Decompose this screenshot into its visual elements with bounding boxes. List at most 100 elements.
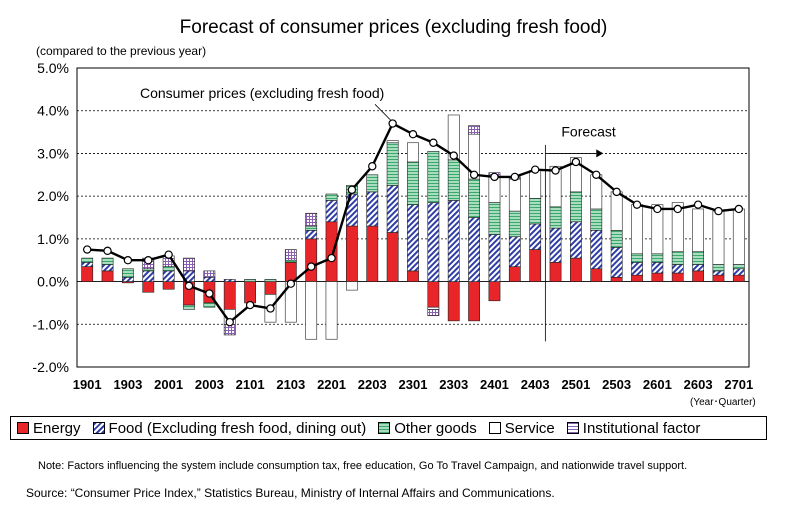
bar-energy: [305, 238, 318, 282]
legend-swatch-energy: [17, 422, 29, 434]
bar-other-goods: [447, 159, 460, 201]
line-point: [306, 262, 316, 271]
legend-label-other-goods: Other goods: [394, 419, 477, 437]
bar-energy: [346, 225, 358, 282]
line-point: [164, 250, 173, 259]
bar-food: [81, 262, 94, 267]
legend-item-institutional: Institutional factor: [566, 419, 701, 437]
bar-energy: [671, 272, 684, 282]
x-tick-label: 2603: [684, 377, 713, 392]
bar-other-goods: [529, 197, 542, 225]
plot-frame: [76, 67, 750, 368]
bar-service: [305, 281, 318, 340]
bar-food: [386, 185, 399, 233]
bar-energy: [549, 262, 562, 282]
bar-energy: [732, 274, 745, 282]
x-tick-label: 2501: [561, 377, 590, 392]
bar-service: [447, 114, 460, 161]
line-point: [551, 166, 560, 175]
bar-food: [508, 236, 521, 267]
forecast-arrow-head: [596, 149, 604, 158]
bar-energy: [142, 281, 155, 293]
bar-other-goods: [407, 161, 419, 205]
line-point: [592, 170, 601, 179]
bar-service: [692, 208, 704, 252]
line-point: [103, 246, 112, 256]
bar-food: [732, 268, 745, 276]
line-point: [673, 204, 682, 214]
line-point: [408, 130, 418, 139]
bar-service: [651, 204, 664, 255]
bar-energy: [386, 232, 399, 282]
bar-food: [610, 247, 623, 278]
legend-swatch-institutional: [566, 422, 579, 434]
y-tick-label: 3.0%: [37, 145, 69, 161]
bar-other-goods: [488, 202, 501, 235]
bar-other-goods: [142, 268, 155, 272]
bar-energy: [651, 272, 664, 282]
bar-energy: [162, 281, 175, 290]
x-tick-label: 2401: [480, 377, 509, 392]
line-point: [82, 245, 92, 254]
bar-food: [671, 264, 684, 274]
bar-other-goods: [183, 304, 195, 310]
bar-energy: [508, 266, 521, 282]
bar-energy: [284, 262, 297, 282]
bar-energy: [488, 281, 501, 302]
line-point: [449, 151, 458, 160]
line-point: [714, 206, 723, 216]
bar-energy: [590, 268, 603, 282]
bar-service: [346, 281, 358, 291]
bar-other-goods: [651, 253, 664, 263]
x-tick-label: 2503: [602, 377, 631, 392]
bar-energy: [712, 274, 725, 282]
bar-other-goods: [732, 264, 745, 270]
y-tick-label: 1.0%: [37, 231, 69, 247]
bar-other-goods: [244, 279, 256, 282]
x-tick-label: 1903: [113, 377, 142, 392]
line-point: [327, 253, 336, 263]
legend-label-service: Service: [504, 419, 555, 437]
bar-service: [529, 170, 542, 199]
bar-food: [427, 202, 440, 282]
bar-food: [101, 264, 114, 272]
bar-energy: [692, 270, 704, 282]
chart-title: Forecast of consumer prices (excluding f…: [179, 17, 608, 38]
line-point: [734, 204, 744, 214]
legend-label-food: Food (Excluding fresh food, dining out): [108, 419, 367, 437]
bar-energy: [81, 266, 94, 282]
bar-service: [386, 140, 399, 144]
bar-energy: [366, 225, 379, 282]
x-tick-label: 2103: [276, 377, 305, 392]
bar-food: [325, 200, 338, 223]
forecast-annotation: Forecast: [561, 123, 616, 139]
bar-service: [427, 306, 440, 310]
bar-service: [610, 191, 623, 231]
line-point: [225, 317, 234, 327]
bar-energy: [610, 276, 623, 282]
line-point: [123, 256, 133, 265]
line-point: [368, 162, 377, 171]
bar-energy: [244, 281, 256, 304]
source-note: Source: “Consumer Price Index,” Statisti…: [26, 486, 555, 500]
line-point: [530, 165, 540, 174]
bar-service: [732, 208, 745, 265]
bar-institutional: [183, 257, 195, 272]
bar-other-goods: [712, 264, 725, 272]
bar-other-goods: [692, 251, 704, 265]
bar-food: [447, 200, 460, 282]
line-point: [286, 279, 296, 288]
bar-service: [570, 157, 582, 193]
bar-service: [712, 210, 725, 265]
bar-energy: [447, 281, 460, 322]
bar-service: [590, 174, 603, 210]
bar-service: [549, 165, 562, 208]
legend-label-institutional: Institutional factor: [582, 419, 701, 437]
bar-other-goods: [610, 230, 623, 248]
bar-food: [142, 270, 155, 282]
line-point: [266, 304, 275, 313]
bar-other-goods: [264, 279, 277, 282]
legend-label-energy: Energy: [33, 419, 81, 437]
bar-service: [407, 142, 419, 163]
bar-food: [203, 276, 216, 282]
